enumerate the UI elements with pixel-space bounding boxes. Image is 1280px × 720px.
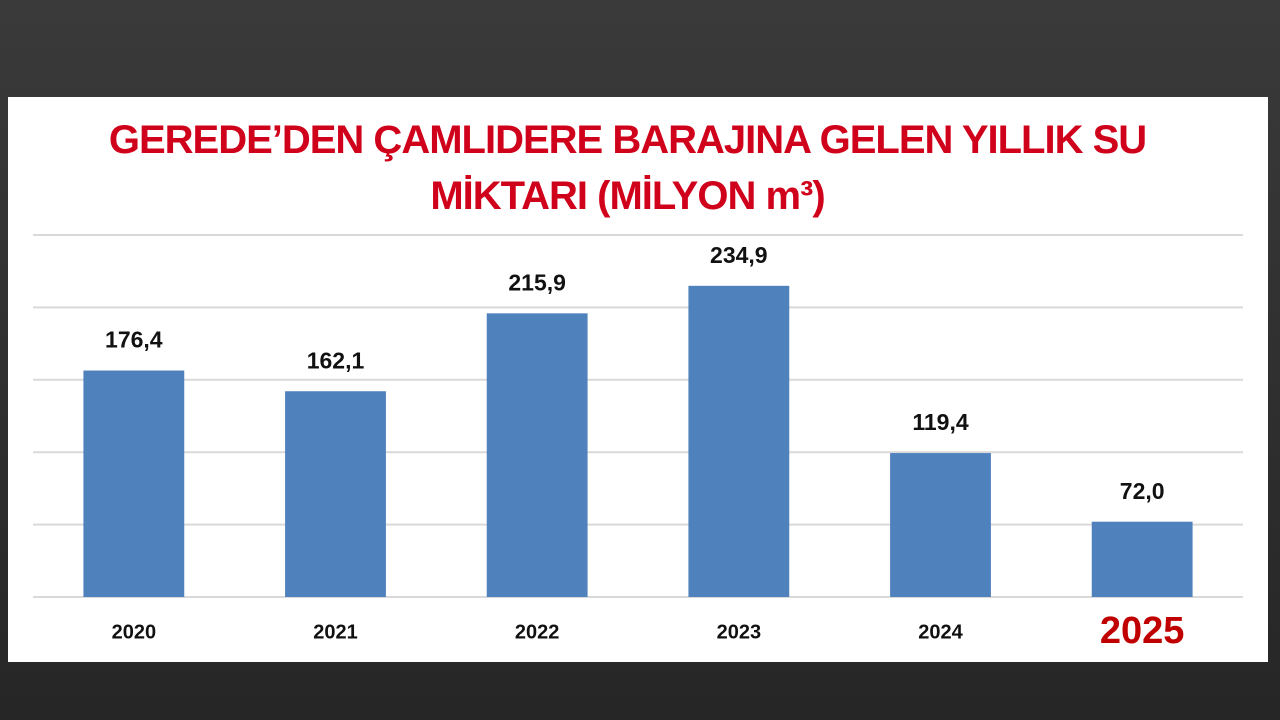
value-label: 176,4: [105, 327, 163, 353]
bar: [83, 370, 185, 597]
x-tick-label: 2020: [112, 621, 157, 643]
x-tick-label: 2025: [1100, 610, 1185, 652]
bar: [890, 453, 991, 597]
x-tick-label: 2022: [515, 621, 560, 643]
bar: [1091, 521, 1193, 597]
value-label: 234,9: [710, 242, 768, 268]
value-label: 119,4: [912, 409, 968, 435]
chart-title: GEREDE’DEN ÇAMLIDERE BARAJINA GELEN YILL…: [108, 118, 1147, 218]
value-label: 215,9: [508, 269, 566, 295]
bar: [285, 391, 386, 597]
x-tick-label: 2021: [313, 621, 358, 643]
x-tick-label: 2024: [918, 621, 963, 643]
value-label: 162,1: [307, 347, 365, 373]
bar: [486, 313, 588, 597]
bar: [688, 285, 790, 597]
value-label: 72,0: [1120, 478, 1165, 504]
x-tick-label: 2023: [717, 621, 762, 643]
